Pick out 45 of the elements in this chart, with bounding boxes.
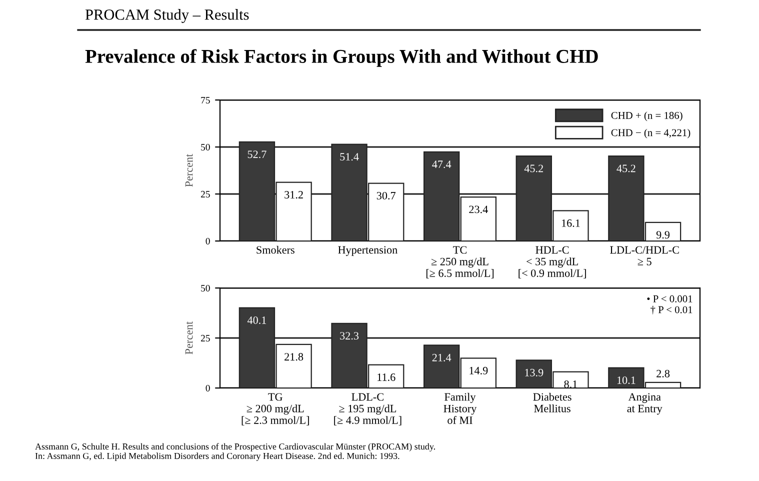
x-tick-label: Family History of MI <box>444 392 477 424</box>
data-label: 23.4 <box>469 206 488 214</box>
x-tick-label: TC ≥ 250 mg/dL [≥ 6.5 mmol/L] <box>426 246 494 278</box>
data-label: 10.1 <box>617 376 636 384</box>
x-tick-label: TG ≥ 200 mg/dL [≥ 2.3 mmol/L] <box>242 393 309 426</box>
data-label: 32.3 <box>340 332 359 340</box>
x-tick-label: Angina at Entry <box>627 393 662 415</box>
y-tick-label: 25 <box>200 190 210 198</box>
data-label: 30.7 <box>376 192 396 200</box>
x-tick-label: Smokers <box>256 246 294 254</box>
data-label: 11.6 <box>378 373 396 381</box>
chart-title: Prevalence of Risk Factors in Groups With and Without CHD <box>85 49 598 67</box>
x-tick-label: HDL-C < 35 mg/dL [< 0.9 mmol/L] <box>518 246 586 278</box>
data-label: 21.4 <box>432 354 452 362</box>
data-label: 51.4 <box>340 153 359 161</box>
data-label: 31.2 <box>284 191 303 199</box>
y-tick-label: 75 <box>201 97 210 104</box>
x-tick-label: Hypertension <box>338 246 398 256</box>
annotation: • P < 0.001 † P < 0.01 <box>647 295 692 314</box>
data-label: 21.8 <box>284 353 304 361</box>
y-tick-label: 0 <box>206 238 210 244</box>
data-label: 8.1 <box>564 380 577 388</box>
legend-label: CHD − (n = 4,221) <box>611 128 690 138</box>
data-label: 14.9 <box>470 366 488 374</box>
data-label: 52.7 <box>248 150 266 158</box>
data-label: 45.2 <box>616 164 636 172</box>
data-label: 2.8 <box>656 370 670 378</box>
chart-subtitle: PROCAM Study – Results <box>85 9 249 23</box>
text: Assmann G, Schulte H. Results and conclusions of the Prospective Cardiovascular Münster (PROCAM) study. In: Assmann G, ed. Lipid Metabolism Disorders and Coronary Heart Disease. 2nd ed. Munich: 1993. <box>35 443 436 461</box>
y-tick-label: 50 <box>201 284 210 292</box>
y-tick-label: 50 <box>201 144 210 150</box>
x-tick-label: LDL-C ≥ 195 mg/dL [≥ 4.9 mmol/L] <box>334 393 402 426</box>
data-label: 45.2 <box>524 164 543 172</box>
legend-label: CHD + (n = 186) <box>611 112 682 122</box>
data-label: 13.9 <box>525 368 544 376</box>
y-axis-title: Percent <box>185 154 193 187</box>
x-tick-label: LDL-C/HDL-C ≥ 5 <box>610 246 679 266</box>
y-axis-title: Percent <box>185 321 193 354</box>
data-label: 47.4 <box>432 160 452 168</box>
data-label: 40.1 <box>247 316 266 324</box>
data-label: 9.9 <box>656 231 670 239</box>
data-label: 16.1 <box>562 219 580 227</box>
x-tick-label: Diabetes Mellitus <box>533 392 572 412</box>
y-tick-label: 0 <box>206 384 210 392</box>
y-tick-label: 25 <box>200 334 210 342</box>
